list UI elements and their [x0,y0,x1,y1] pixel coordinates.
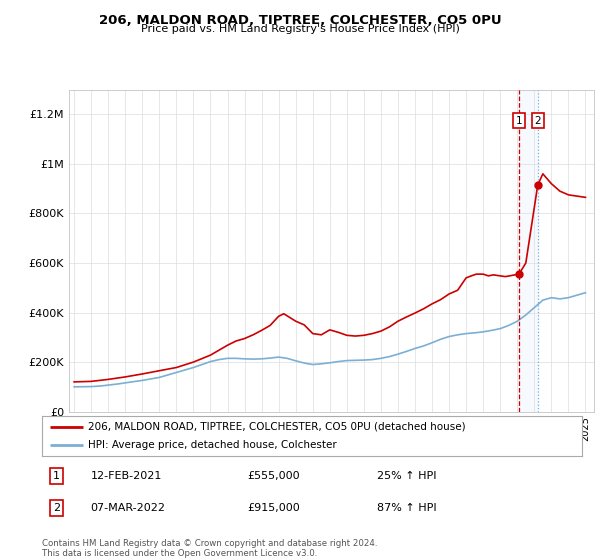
Text: Contains HM Land Registry data © Crown copyright and database right 2024.
This d: Contains HM Land Registry data © Crown c… [42,539,377,558]
Text: £915,000: £915,000 [247,503,300,514]
Text: 12-FEB-2021: 12-FEB-2021 [91,471,162,481]
Text: 25% ↑ HPI: 25% ↑ HPI [377,471,436,481]
Text: HPI: Average price, detached house, Colchester: HPI: Average price, detached house, Colc… [88,440,337,450]
Text: 2: 2 [535,115,541,125]
Text: 1: 1 [515,115,523,125]
Text: 87% ↑ HPI: 87% ↑ HPI [377,503,436,514]
Text: 206, MALDON ROAD, TIPTREE, COLCHESTER, CO5 0PU (detached house): 206, MALDON ROAD, TIPTREE, COLCHESTER, C… [88,422,466,432]
Text: £555,000: £555,000 [247,471,300,481]
Bar [519,90,538,412]
Text: 2: 2 [53,503,60,514]
Text: 1: 1 [53,471,60,481]
Text: 07-MAR-2022: 07-MAR-2022 [91,503,166,514]
Text: 206, MALDON ROAD, TIPTREE, COLCHESTER, CO5 0PU: 206, MALDON ROAD, TIPTREE, COLCHESTER, C… [98,14,502,27]
Text: Price paid vs. HM Land Registry's House Price Index (HPI): Price paid vs. HM Land Registry's House … [140,24,460,34]
